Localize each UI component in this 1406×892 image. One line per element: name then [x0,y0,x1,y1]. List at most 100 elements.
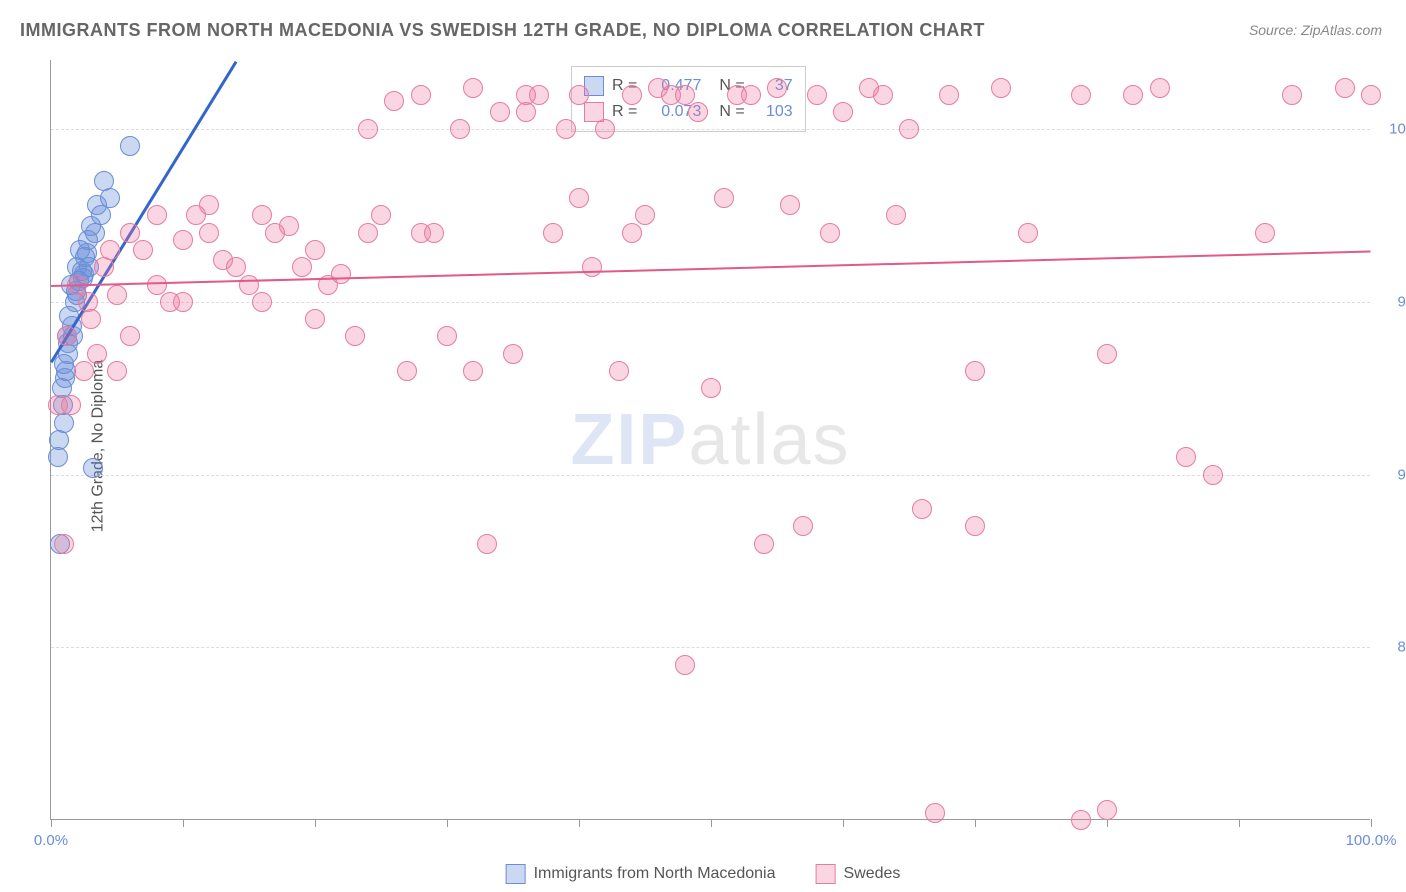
scatter-point [411,85,431,105]
scatter-point [358,119,378,139]
scatter-point [358,223,378,243]
scatter-point [503,344,523,364]
legend-n-value: 103 [753,103,793,121]
scatter-point [411,223,431,243]
scatter-point [516,102,536,122]
scatter-point [91,205,111,225]
scatter-point [77,243,97,263]
watermark-zip: ZIP [570,400,688,480]
scatter-point [133,240,153,260]
scatter-point [81,309,101,329]
scatter-point [991,78,1011,98]
legend-item: Swedes [815,864,900,884]
scatter-point [107,361,127,381]
x-tick [183,819,184,827]
y-tick-label: 100.0% [1380,121,1406,138]
scatter-point [582,257,602,277]
gridline [51,475,1370,476]
scatter-point [87,344,107,364]
scatter-point [437,326,457,346]
scatter-point [569,85,589,105]
scatter-point [609,361,629,381]
scatter-point [85,223,105,243]
legend-item: Immigrants from North Macedonia [506,864,776,884]
scatter-point [1018,223,1038,243]
chart-title: IMMIGRANTS FROM NORTH MACEDONIA VS SWEDI… [20,20,985,41]
scatter-point [886,205,906,225]
scatter-point [807,85,827,105]
scatter-point [543,223,563,243]
x-tick [711,819,712,827]
scatter-point [48,447,68,467]
y-tick-label: 85.0% [1380,639,1406,656]
scatter-point [529,85,549,105]
scatter-point [54,534,74,554]
legend-r-label: R = [612,103,637,121]
gridline [51,129,1370,130]
x-tick [579,819,580,827]
watermark: ZIPatlas [570,399,850,481]
scatter-point [49,430,69,450]
scatter-point [173,230,193,250]
scatter-point [912,499,932,519]
x-tick [1107,819,1108,827]
scatter-point [793,516,813,536]
scatter-point [100,240,120,260]
x-tick [843,819,844,827]
legend-swatch [506,864,526,884]
scatter-point [675,655,695,675]
scatter-point [925,803,945,823]
x-tick [315,819,316,827]
scatter-point [1071,810,1091,830]
scatter-point [635,205,655,225]
scatter-point [622,223,642,243]
scatter-point [1176,447,1196,467]
scatter-point [265,223,285,243]
x-tick [1371,819,1372,827]
scatter-point [622,85,642,105]
scatter-point [173,292,193,312]
scatter-point [833,102,853,122]
scatter-point [345,326,365,346]
scatter-point [463,78,483,98]
scatter-point [490,102,510,122]
scatter-point [252,205,272,225]
watermark-atlas: atlas [688,400,850,480]
legend-label: Immigrants from North Macedonia [534,865,776,883]
x-tick-label: 0.0% [34,832,68,849]
scatter-point [1282,85,1302,105]
scatter-point [820,223,840,243]
scatter-point [688,102,708,122]
plot-area: ZIPatlas R =0.477N =37R =0.073N =103 85.… [50,60,1370,820]
x-tick [1239,819,1240,827]
scatter-point [899,119,919,139]
trend-line [51,250,1371,287]
scatter-point [48,395,68,415]
scatter-point [1203,465,1223,485]
source-label: Source: ZipAtlas.com [1249,22,1382,38]
scatter-point [1097,800,1117,820]
scatter-point [199,195,219,215]
scatter-point [463,361,483,381]
scatter-point [767,78,787,98]
scatter-point [397,361,417,381]
scatter-point [120,326,140,346]
scatter-point [450,119,470,139]
x-tick-label: 100.0% [1346,832,1397,849]
scatter-point [477,534,497,554]
scatter-point [714,188,734,208]
scatter-point [595,119,615,139]
gridline [51,302,1370,303]
y-tick-label: 95.0% [1380,293,1406,310]
y-tick-label: 90.0% [1380,466,1406,483]
scatter-point [371,205,391,225]
scatter-point [305,240,325,260]
scatter-point [701,378,721,398]
scatter-point [292,257,312,277]
legend-n-label: N = [719,103,744,121]
scatter-point [100,188,120,208]
x-tick [975,819,976,827]
scatter-point [780,195,800,215]
scatter-point [741,85,761,105]
scatter-point [939,85,959,105]
